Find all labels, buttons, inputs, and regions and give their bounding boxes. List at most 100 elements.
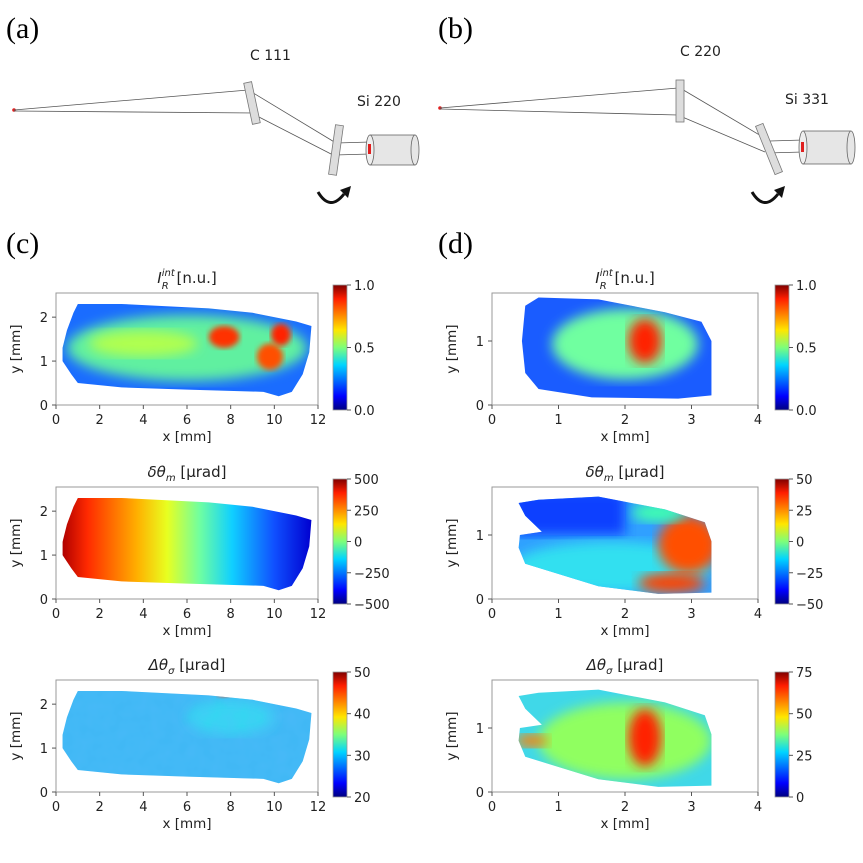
panel-label-d: (d) <box>438 227 473 260</box>
title-unit: [n.u.] <box>610 269 655 287</box>
colorbar-tick-label: 25 <box>796 749 813 764</box>
colorbar-tick-label: 250 <box>354 504 379 519</box>
heatmap-blob <box>208 325 240 348</box>
x-tick-label: 0 <box>488 800 496 815</box>
x-tick-label: 4 <box>754 800 762 815</box>
colorbar <box>774 284 790 411</box>
colorbar <box>774 478 790 605</box>
x-tick-label: 0 <box>52 800 60 815</box>
plot-title: δθm [μrad] <box>585 463 664 484</box>
y-tick-label: 1 <box>40 742 48 757</box>
heatmap-blob <box>271 323 291 346</box>
y-tick-label: 0 <box>40 786 48 801</box>
title-symbol: δθ <box>147 463 165 481</box>
heatmap-blob <box>518 496 625 535</box>
rotation-arrow-icon <box>316 191 346 204</box>
heatmap-blob <box>217 690 231 698</box>
y-axis-label: y [mm] <box>444 711 460 760</box>
detector-icon <box>365 134 420 166</box>
y-tick-label: 1 <box>476 722 484 737</box>
colorbar-tick-label: 75 <box>796 666 813 681</box>
heatmap-image <box>521 297 712 399</box>
colorbar-tick-label: 0.0 <box>354 404 375 419</box>
title-symbol: I <box>157 269 162 287</box>
x-tick-label: 6 <box>183 800 191 815</box>
panel-label-c: (c) <box>6 227 39 260</box>
y-tick-label: 2 <box>40 311 48 326</box>
colorbar <box>332 671 348 798</box>
title-subscript: σ <box>168 666 175 677</box>
x-tick-label: 2 <box>96 800 104 815</box>
x-tick-label: 10 <box>266 413 283 428</box>
x-tick-label: 3 <box>687 413 695 428</box>
x-tick-label: 0 <box>488 413 496 428</box>
title-symbol: Δθ <box>148 656 168 674</box>
heatmap-image <box>62 690 312 784</box>
plot-title: Δθσ [μrad] <box>586 656 664 677</box>
beam-paths <box>439 87 804 154</box>
crystal-si220 <box>328 124 344 176</box>
colorbar-tick-label: 25 <box>796 504 813 519</box>
x-tick-label: 3 <box>687 800 695 815</box>
heatmap-blob <box>628 708 662 767</box>
y-tick-label: 1 <box>476 335 484 350</box>
x-axis-label: x [mm] <box>600 816 649 832</box>
x-tick-label: 8 <box>227 607 235 622</box>
colorbar-tick-label: −250 <box>354 567 390 582</box>
x-tick-label: 12 <box>310 800 327 815</box>
x-tick-label: 0 <box>52 607 60 622</box>
title-superscript: int <box>600 268 614 279</box>
x-tick-label: 0 <box>52 413 60 428</box>
y-tick-label: 0 <box>40 593 48 608</box>
heatmap-panel-4: 0 1 2 3 4 0 1 x [mm] y [mm] Iint R [n.u.] 0.0 0.5 1.0 <box>444 268 817 445</box>
x-tick-label: 2 <box>96 607 104 622</box>
title-unit: [μrad] <box>176 463 227 481</box>
y-axis-label: y [mm] <box>444 518 460 567</box>
crystal2-label: Si 220 <box>357 94 401 110</box>
heatmap-panel-6: 0 1 2 3 4 0 1 x [mm] y [mm] Δθσ [μrad] 0 25 50 75 <box>444 656 813 832</box>
colorbar-tick-label: 0.5 <box>354 342 375 357</box>
crystal1-label: C 220 <box>680 44 721 60</box>
panel-label-b: (b) <box>438 12 473 45</box>
crystal1-label: C 111 <box>250 48 291 64</box>
heatmap-blob <box>658 515 712 574</box>
colorbar-tick-label: 0.0 <box>796 404 817 419</box>
beam-paths <box>13 89 371 156</box>
colorbar-tick-label: 1.0 <box>796 279 817 294</box>
x-tick-label: 4 <box>139 607 147 622</box>
title-unit: [n.u.] <box>172 269 217 287</box>
y-tick-label: 0 <box>40 399 48 414</box>
x-tick-label: 4 <box>139 800 147 815</box>
title-superscript: int <box>162 268 176 279</box>
title-subscript: m <box>166 473 176 484</box>
colorbar-tick-label: 30 <box>354 749 371 764</box>
colorbar <box>332 284 348 411</box>
diagram-b: C 220 Si 331 <box>438 44 856 204</box>
heatmap-texture <box>62 690 312 784</box>
x-tick-label: 3 <box>687 607 695 622</box>
colorbar-tick-label: 1.0 <box>354 279 375 294</box>
x-tick-label: 2 <box>621 413 629 428</box>
colorbar-tick-label: −50 <box>796 598 823 613</box>
y-tick-label: 0 <box>476 786 484 801</box>
title-symbol: δθ <box>585 463 603 481</box>
heatmap-image <box>518 689 712 787</box>
plot-title: δθm [μrad] <box>147 463 226 484</box>
heatmap-blob <box>256 343 284 370</box>
plot-title: Δθσ [μrad] <box>148 656 226 677</box>
x-tick-label: 12 <box>310 413 327 428</box>
heatmap-blob <box>628 318 662 364</box>
colorbar-tick-label: 0 <box>796 536 804 551</box>
title-unit: [μrad] <box>174 656 225 674</box>
y-tick-label: 0 <box>476 399 484 414</box>
heatmap-blob <box>88 330 198 357</box>
heatmap-image <box>518 496 712 594</box>
y-axis-label: y [mm] <box>8 711 24 760</box>
plot-title: Iint R [n.u.] <box>595 268 654 292</box>
x-tick-label: 4 <box>754 413 762 428</box>
colorbar-tick-label: −25 <box>796 567 823 582</box>
heatmap-blob <box>518 734 549 748</box>
colorbar-tick-label: 0 <box>354 536 362 551</box>
